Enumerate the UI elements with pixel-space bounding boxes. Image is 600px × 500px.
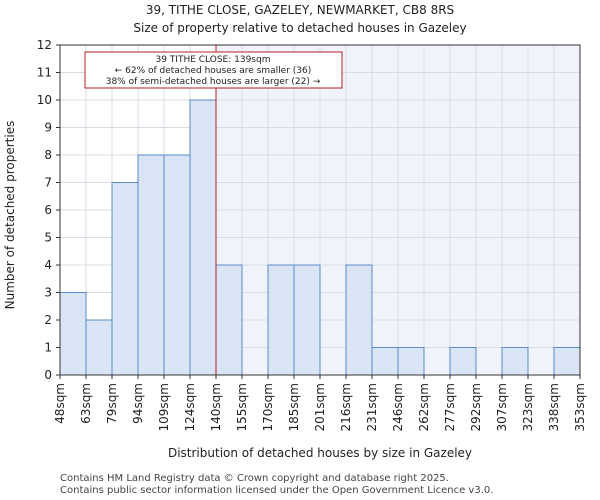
y-tick-label: 3: [44, 286, 52, 300]
bar-48sqm: [59, 292, 87, 376]
x-tick-label: 185sqm: [287, 383, 301, 431]
y-tick-label: 9: [44, 121, 52, 135]
y-tick-label: 6: [44, 203, 52, 217]
y-tick-label: 5: [44, 231, 52, 245]
x-tick-label: 170sqm: [261, 383, 275, 431]
x-tick-label: 124sqm: [183, 383, 197, 431]
x-tick-label: 277sqm: [443, 383, 457, 431]
bar-231sqm: [371, 347, 399, 376]
y-tick-label: 4: [44, 258, 52, 272]
bar-307sqm: [501, 347, 529, 376]
x-tick-label: 155sqm: [235, 383, 249, 431]
y-tick-label: 1: [44, 341, 52, 355]
x-tick-label: 307sqm: [495, 383, 509, 431]
annotation-line-2: ← 62% of detached houses are smaller (36…: [115, 66, 312, 76]
bar-338sqm: [553, 347, 581, 376]
bar-185sqm: [293, 264, 321, 376]
y-tick-label: 10: [37, 93, 52, 107]
bar-109sqm: [163, 154, 191, 376]
x-tick-label: 292sqm: [469, 383, 483, 431]
y-tick-label: 0: [44, 368, 52, 382]
annotation-line-1: 39 TITHE CLOSE: 139sqm: [156, 55, 271, 65]
y-tick-label: 8: [44, 148, 52, 162]
bar-140sqm: [215, 264, 243, 376]
x-tick-label: 63sqm: [79, 383, 93, 424]
x-tick-label: 246sqm: [391, 383, 405, 431]
bar-216sqm: [345, 264, 373, 376]
x-tick-label: 48sqm: [53, 383, 67, 424]
x-tick-label: 353sqm: [573, 383, 587, 431]
bar-124sqm: [189, 99, 217, 376]
x-tick-label: 201sqm: [313, 383, 327, 431]
y-tick-label: 12: [37, 38, 52, 52]
bar-277sqm: [449, 347, 477, 376]
annotation-line-3: 38% of semi-detached houses are larger (…: [106, 77, 321, 87]
x-tick-label: 216sqm: [339, 383, 353, 431]
bar-170sqm: [267, 264, 295, 376]
x-axis-label: Distribution of detached houses by size …: [168, 446, 472, 460]
bar-63sqm: [85, 319, 113, 376]
y-tick-label: 11: [37, 66, 52, 80]
footer-copyright: Contains HM Land Registry data © Crown c…: [60, 473, 449, 484]
x-tick-label: 109sqm: [157, 383, 171, 431]
chart-subtitle: Size of property relative to detached ho…: [133, 21, 466, 35]
y-tick-label: 2: [44, 313, 52, 327]
bar-246sqm: [397, 347, 425, 376]
x-tick-label: 323sqm: [521, 383, 535, 431]
x-tick-label: 231sqm: [365, 383, 379, 431]
x-tick-label: 338sqm: [547, 383, 561, 431]
annotation-box: 39 TITHE CLOSE: 139sqm ← 62% of detached…: [84, 51, 343, 89]
bar-79sqm: [111, 182, 139, 376]
x-tick-label: 262sqm: [417, 383, 431, 431]
chart-title: 39, TITHE CLOSE, GAZELEY, NEWMARKET, CB8…: [146, 3, 454, 17]
x-tick-label: 79sqm: [105, 383, 119, 424]
y-tick-label: 7: [44, 176, 52, 190]
x-tick-label: 140sqm: [209, 383, 223, 431]
x-tick-label: 94sqm: [131, 383, 145, 424]
footer-licence: Contains public sector information licen…: [60, 485, 494, 496]
bar-94sqm: [137, 154, 165, 376]
y-axis-label: Number of detached properties: [3, 121, 17, 310]
x-axis-ticks: 48sqm 63sqm 79sqm 94sqm 109sqm 124sqm 140sqm 15…: [53, 375, 587, 431]
